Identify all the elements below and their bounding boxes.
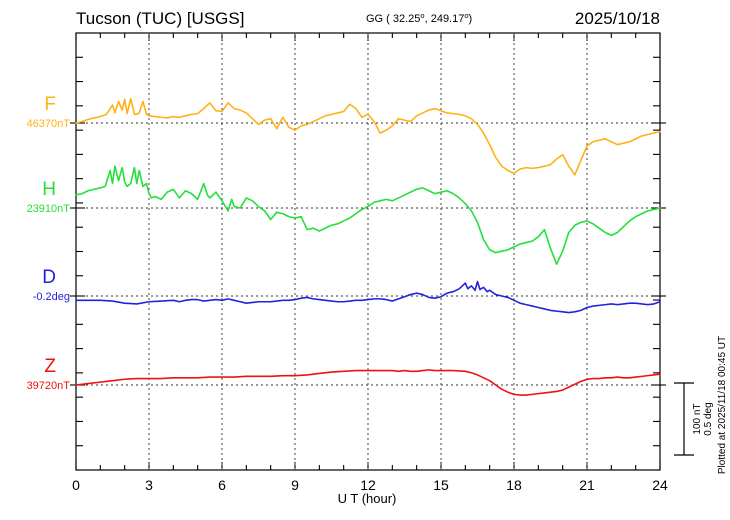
trace-d xyxy=(75,280,661,314)
geo-mid: , 249.17 xyxy=(425,13,465,25)
x-axis-title: U T (hour) xyxy=(338,491,397,506)
scale-bar xyxy=(674,382,694,456)
scale-label-deg: 0.5 deg xyxy=(703,402,714,435)
x-tick-label: 18 xyxy=(506,477,522,493)
plot-area xyxy=(70,32,666,471)
scale-label-nt: 100 nT xyxy=(692,403,703,434)
component-baseline-z: 39720nT xyxy=(27,380,71,392)
geo-suffix: ) xyxy=(469,13,473,25)
x-tick-label: 15 xyxy=(433,477,449,493)
x-tick-label: 24 xyxy=(652,477,668,493)
x-tick-label: 9 xyxy=(291,477,299,493)
component-label-d: D xyxy=(42,267,56,288)
component-baseline-f: 46370nT xyxy=(27,118,71,130)
axis-labels: 0 3 6 9 12 15 18 21 24 xyxy=(72,477,668,493)
observation-date: 2025/10/18 xyxy=(575,9,660,28)
trace-f xyxy=(75,97,661,176)
degree-icon: o xyxy=(464,11,468,20)
plotted-timestamp: Plotted at 2025/11/18 00:45 UT xyxy=(717,336,728,474)
component-labels: F 46370nT H 23910nT D -0.2deg Z 39720nT xyxy=(27,94,71,392)
component-label-z: Z xyxy=(44,356,56,377)
geographic-coordinates: GG ( 32.25o, 249.17o) xyxy=(366,11,472,25)
degree-icon: o xyxy=(420,11,424,20)
component-label-f: F xyxy=(44,94,56,115)
x-tick-label: 3 xyxy=(145,477,153,493)
trace-h xyxy=(75,165,661,265)
x-tick-label: 12 xyxy=(360,477,376,493)
trace-z xyxy=(75,369,661,396)
component-baseline-d: -0.2deg xyxy=(33,291,70,303)
x-tick-label: 21 xyxy=(579,477,595,493)
component-baseline-h: 23910nT xyxy=(27,203,71,215)
x-tick-label: 0 xyxy=(72,477,80,493)
page-title: Tucson (TUC) [USGS] xyxy=(76,9,244,28)
x-tick-label: 6 xyxy=(218,477,226,493)
svg-text:GG ( 32.25o, 249.17o): GG ( 32.25o, 249.17o) xyxy=(366,11,472,25)
geo-prefix: GG ( 32.25 xyxy=(366,13,420,25)
component-label-h: H xyxy=(42,179,56,200)
